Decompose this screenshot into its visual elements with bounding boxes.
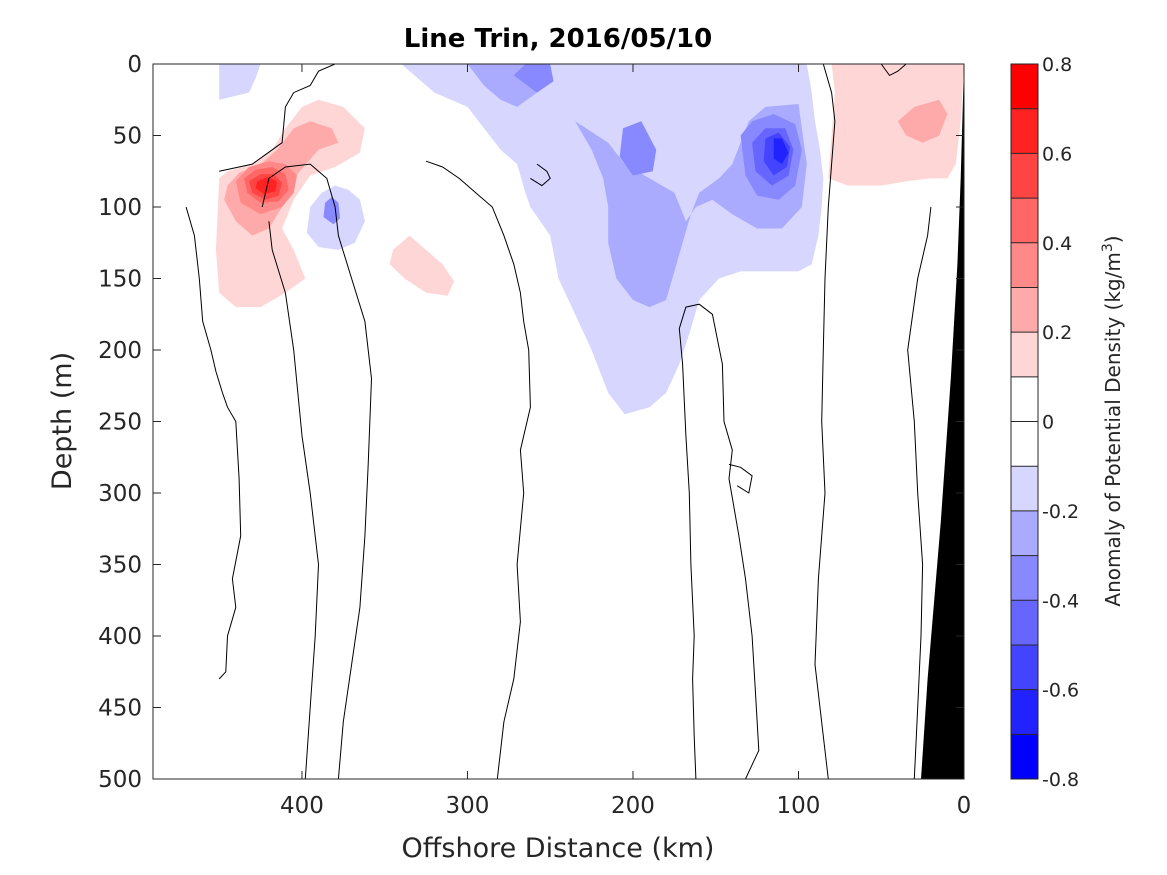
colorbar-tick-label: -0.4 [1042, 590, 1079, 612]
y-tick-label: 50 [113, 124, 142, 150]
y-tick-label: 400 [98, 624, 142, 650]
zero-contour-7 [728, 463, 753, 494]
colorbar-segment [1011, 689, 1038, 735]
colorbar-label-end: ) [1101, 235, 1125, 243]
y-tick-label: 100 [98, 195, 142, 221]
colorbar-tick-label: 0.6 [1042, 143, 1072, 165]
y-axis-label: Depth (m) [47, 352, 78, 490]
x-tick-label: 100 [777, 793, 821, 819]
colorbar-segment [1011, 108, 1038, 154]
contour-region-14 [828, 64, 964, 186]
x-axis-label: Offshore Distance (km) [402, 833, 715, 864]
contour-region-13 [389, 235, 455, 296]
zero-contour-4 [425, 160, 531, 779]
x-tick-label: 300 [446, 793, 490, 819]
y-tick-label: 450 [98, 696, 142, 722]
colorbar-ticks: 0.8 0.6 0.4 0.2 0 -0.2 -0.4 -0.6 -0.8 [1042, 54, 1079, 791]
contour-region-5 [513, 64, 554, 93]
zero-contour-10 [880, 64, 907, 77]
contour-region-0 [219, 64, 261, 100]
colorbar [1010, 63, 1039, 780]
colorbar-segment [1011, 376, 1038, 422]
colorbar-segment [1011, 64, 1038, 110]
colorbar-segment [1011, 287, 1038, 333]
contour-region-6 [619, 121, 657, 176]
bathymetry [921, 64, 964, 779]
y-tick-label: 250 [98, 410, 142, 436]
zero-contour-lines [185, 64, 932, 779]
colorbar-tick-label: -0.6 [1042, 680, 1079, 702]
colorbar-tick-label: 0 [1042, 412, 1054, 434]
colorbar-segment [1011, 421, 1038, 467]
x-tick-label: 200 [611, 793, 655, 819]
colorbar-frame [1010, 63, 1039, 780]
chart-title: Line Trin, 2016/05/10 [404, 24, 712, 54]
x-tick-label: 400 [280, 793, 324, 819]
colorbar-tick-label: 0.2 [1042, 322, 1072, 344]
contour-region-12 [215, 99, 365, 308]
colorbar-segment [1011, 332, 1038, 378]
filled-contour-regions [215, 64, 964, 415]
contour-region-16 [897, 99, 948, 143]
colorbar-segment [1011, 466, 1038, 512]
colorbar-label-main: Anomaly of Potential Density (kg/m [1101, 252, 1125, 606]
zero-contour-6 [678, 303, 760, 779]
colorbar-segment [1011, 644, 1038, 691]
colorbar-segment [1011, 153, 1038, 199]
colorbar-segment [1011, 198, 1038, 244]
zero-contour-1 [185, 206, 242, 680]
y-tick-label: 300 [98, 481, 142, 507]
colorbar-tick-label: 0.8 [1042, 54, 1072, 76]
colorbar-segment [1011, 734, 1038, 780]
colorbar-segment [1011, 600, 1038, 646]
colorbar-tick-label: 0.4 [1042, 233, 1072, 255]
y-tick-label: 150 [98, 267, 142, 293]
contour-region-20 [255, 177, 278, 195]
zero-contour-3 [261, 163, 373, 779]
x-tick-label: 0 [957, 793, 972, 819]
colorbar-segment [1011, 555, 1038, 601]
seafloor-polygon [921, 64, 964, 779]
x-axis-ticks: 400 300 200 100 0 [280, 64, 971, 819]
y-tick-label: 200 [98, 338, 142, 364]
zero-contour-8 [814, 64, 836, 779]
colorbar-segment [1011, 242, 1038, 288]
zero-contour-0 [219, 64, 336, 172]
contour-region-11 [773, 138, 789, 165]
colorbar-tick-label: -0.2 [1042, 501, 1079, 523]
zero-contour-2 [268, 221, 320, 779]
zero-contour-5 [530, 163, 551, 187]
colorbar-segment [1011, 510, 1038, 557]
y-axis-ticks: 0 50 100 150 200 250 300 350 400 450 500 [98, 52, 964, 793]
colorbar-label: Anomaly of Potential Density (kg/m3) [1100, 235, 1125, 606]
colorbar-tick-label: -0.8 [1042, 769, 1079, 791]
zero-contour-9 [907, 206, 932, 779]
y-tick-label: 0 [127, 52, 142, 78]
y-tick-label: 500 [98, 767, 142, 793]
colorbar-label-superscript: 3 [1100, 243, 1116, 252]
y-tick-label: 350 [98, 553, 142, 579]
